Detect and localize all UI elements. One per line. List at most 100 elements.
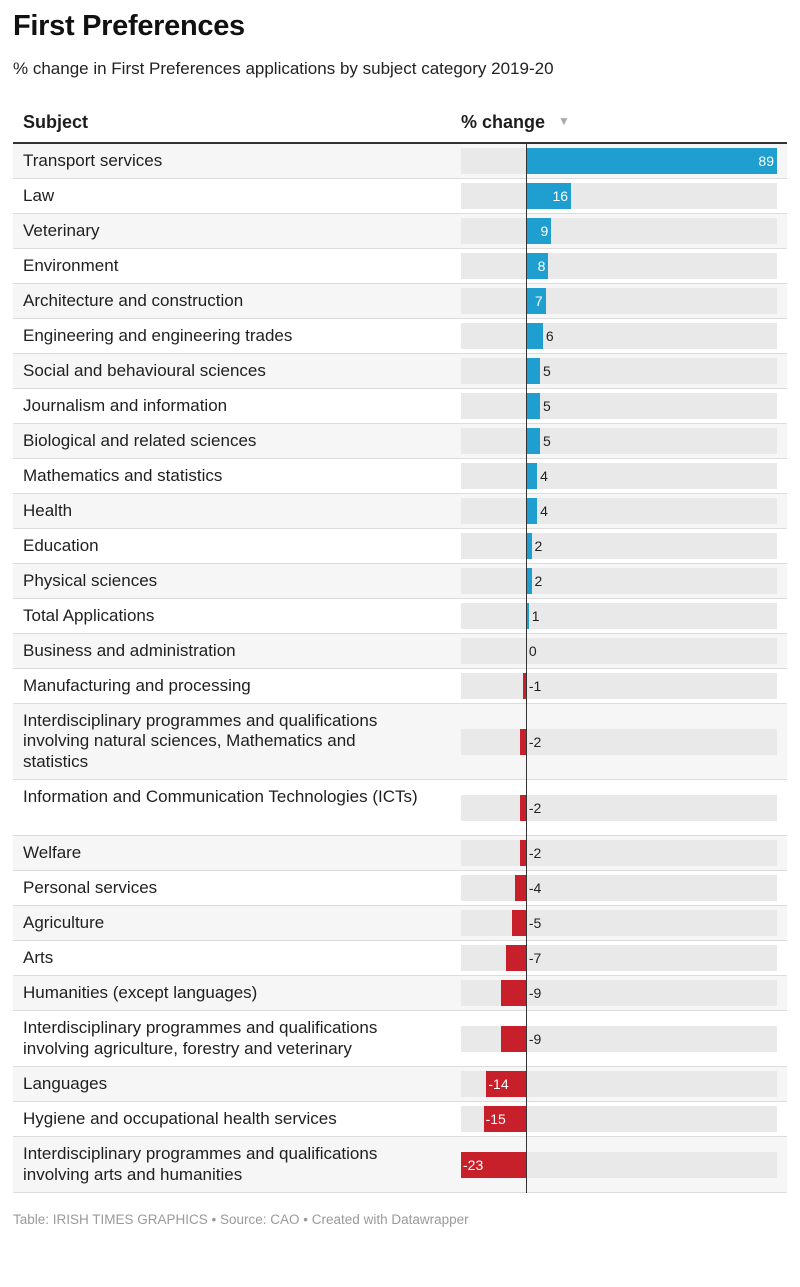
- bar: [520, 794, 526, 821]
- bar-value-label: 5: [543, 398, 551, 414]
- table-row: Veterinary 9: [13, 214, 787, 249]
- bar: [525, 358, 540, 384]
- bar-track: [461, 463, 777, 489]
- bar: [525, 253, 549, 279]
- table-row: Transport services 89: [13, 144, 787, 179]
- bar-value-label: -1: [528, 678, 542, 694]
- table-row: Information and Communication Technologi…: [13, 780, 787, 836]
- row-label: Biological and related sciences: [23, 430, 257, 450]
- bar-value-label: -9: [528, 985, 542, 1001]
- bar-value-label: 89: [758, 153, 774, 169]
- row-label: Transport services: [23, 150, 163, 170]
- row-label: Information and Communication Technologi…: [23, 787, 418, 806]
- bar-track: [461, 728, 777, 755]
- table-row: Interdisciplinary programmes and qualifi…: [13, 704, 787, 780]
- table-row: Engineering and engineering trades 6: [13, 319, 787, 354]
- table-row: Law 16: [13, 179, 787, 214]
- column-header-change[interactable]: % change: [461, 112, 546, 132]
- chart-title: First Preferences: [13, 10, 245, 42]
- row-label: Architecture and construction: [23, 290, 244, 310]
- bar-value-label: -15: [485, 1111, 506, 1127]
- table-row: Arts -7: [13, 941, 787, 976]
- table-row: Manufacturing and processing -1: [13, 669, 787, 704]
- bar: [461, 1151, 526, 1178]
- chart-subtitle: % change in First Preferences applicatio…: [13, 59, 554, 78]
- table-row: Languages -14: [13, 1067, 787, 1102]
- row-label: Health: [23, 500, 73, 520]
- table-row: Mathematics and statistics 4: [13, 459, 787, 494]
- table-row: Architecture and construction 7: [13, 284, 787, 319]
- table-row: Total Applications 1: [13, 599, 787, 634]
- row-label: Mathematics and statistics: [23, 465, 223, 485]
- bar-track: [461, 875, 777, 901]
- zero-axis-line: [525, 144, 527, 1193]
- bar-track: [461, 638, 777, 664]
- row-label: Interdisciplinary programmes and qualifi…: [23, 1144, 378, 1184]
- bar-track: [461, 840, 777, 866]
- bar: [483, 1106, 526, 1132]
- row-label: Environment: [23, 255, 119, 275]
- row-label: Hygiene and occupational health services: [23, 1108, 337, 1128]
- bar-track: [461, 603, 777, 629]
- table-row: Personal services -4: [13, 871, 787, 906]
- bar: [525, 428, 540, 454]
- bar: [525, 323, 543, 349]
- table-row: Interdisciplinary programmes and qualifi…: [13, 1137, 787, 1193]
- bar: [525, 603, 529, 629]
- row-label: Education: [23, 535, 99, 555]
- table-header: Subject % change ▼: [13, 104, 787, 144]
- bar-value-label: 4: [540, 503, 548, 519]
- row-label: Interdisciplinary programmes and qualifi…: [23, 1018, 378, 1058]
- row-label: Social and behavioural sciences: [23, 360, 266, 380]
- bar-value-label: -14: [488, 1076, 509, 1092]
- bar-value-label: -23: [463, 1156, 484, 1173]
- bar-track: [461, 533, 777, 559]
- bar-track: [461, 428, 777, 454]
- column-header-subject[interactable]: Subject: [23, 112, 89, 132]
- row-label: Business and administration: [23, 640, 236, 660]
- table-row: Social and behavioural sciences 5: [13, 354, 787, 389]
- table-row: Health 4: [13, 494, 787, 529]
- bar: [500, 1025, 526, 1052]
- table-row: Education 2: [13, 529, 787, 564]
- bar: [525, 183, 572, 209]
- bar-value-label: -5: [528, 915, 542, 931]
- bar: [525, 498, 538, 524]
- bar: [520, 840, 526, 866]
- bar-value-label: 5: [543, 363, 551, 379]
- row-label: Engineering and engineering trades: [23, 325, 293, 345]
- bar-value-label: 16: [552, 188, 569, 204]
- bar-track: [461, 183, 777, 209]
- bar: [523, 673, 526, 699]
- bar-value-label: 9: [540, 223, 549, 239]
- bar-value-label: 2: [534, 538, 543, 554]
- row-label: Law: [23, 185, 55, 205]
- table-row: Physical sciences 2: [13, 564, 787, 599]
- bar-value-label: -7: [528, 950, 542, 966]
- bar-track: [461, 358, 777, 384]
- row-label: Journalism and information: [23, 395, 228, 415]
- bar: [486, 1071, 526, 1097]
- table-row: Humanities (except languages) -9: [13, 976, 787, 1011]
- table-row: Hygiene and occupational health services…: [13, 1102, 787, 1137]
- bar-track: [461, 288, 777, 314]
- row-label: Agriculture: [23, 912, 105, 932]
- bar-value-label: -2: [528, 845, 542, 861]
- bar: [525, 533, 532, 559]
- row-label: Languages: [23, 1073, 108, 1093]
- bar: [500, 980, 526, 1006]
- table-row: Business and administration 0: [13, 634, 787, 669]
- triangle-down-icon[interactable]: ▼: [558, 114, 570, 128]
- row-label: Humanities (except languages): [23, 982, 258, 1002]
- bar-value-label: -2: [528, 799, 542, 816]
- bar-track: [461, 323, 777, 349]
- bar-value-label: -9: [528, 1030, 542, 1047]
- bar-track: [461, 218, 777, 244]
- bar: [520, 728, 526, 755]
- bar-track: [461, 673, 777, 699]
- bar-track: [461, 910, 777, 936]
- row-label: Total Applications: [23, 605, 155, 625]
- bar-value-label: 5: [543, 433, 551, 449]
- table-row: Interdisciplinary programmes and qualifi…: [13, 1011, 787, 1067]
- bar-value-label: 4: [540, 468, 548, 484]
